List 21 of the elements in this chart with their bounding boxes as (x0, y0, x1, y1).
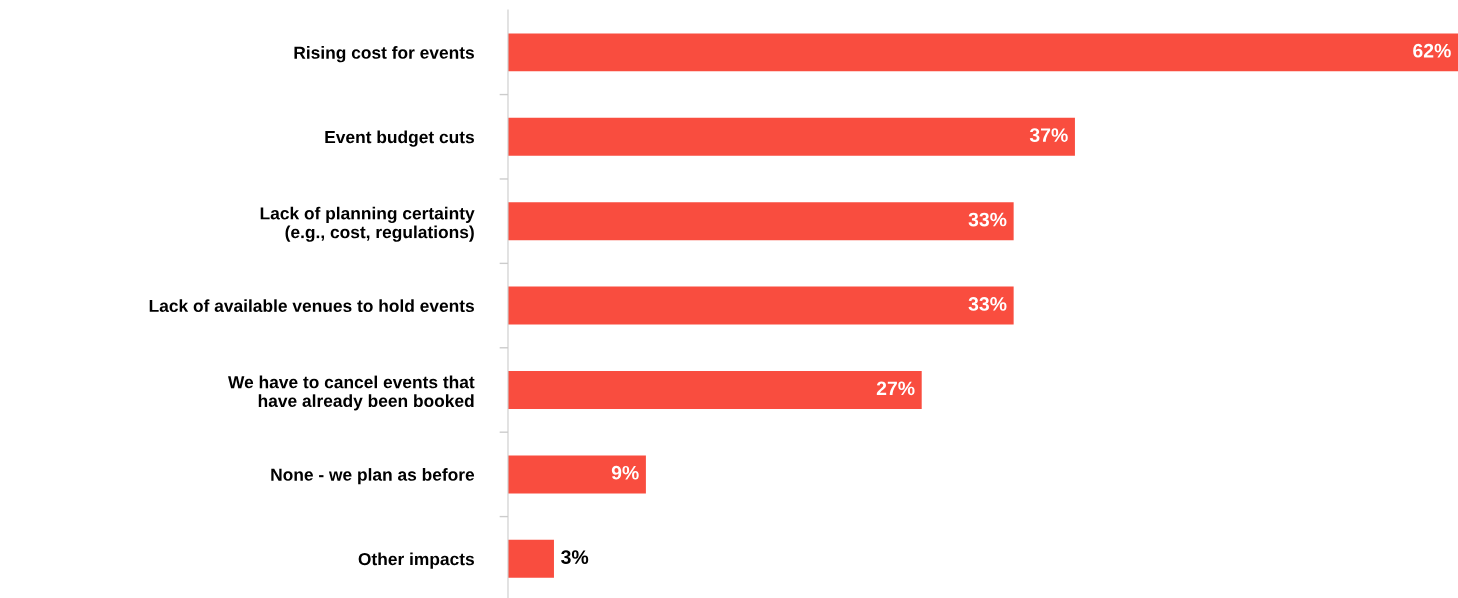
y-tick-label: None - we plan as before (271, 468, 475, 485)
y-tick-label: We have to cancel events that have already been booked (228, 375, 475, 411)
y-tick-label: Other impacts (358, 552, 474, 569)
bar (508, 455, 646, 494)
data-label: 33% (968, 297, 1007, 311)
bar (508, 539, 554, 578)
bar (508, 202, 1014, 241)
data-label: 9% (611, 465, 639, 480)
bar (508, 33, 1458, 72)
bar (508, 286, 1014, 325)
data-label: 37% (1029, 128, 1068, 143)
bar (508, 370, 922, 409)
y-tick-label: Rising cost for events (294, 46, 474, 63)
y-tick-label: Event budget cuts (325, 130, 474, 147)
data-label: 33% (968, 212, 1007, 227)
data-label: 27% (876, 381, 915, 396)
y-tick-label: Lack of planning certainty (e.g., cost, regulations) (260, 206, 475, 242)
y-tick-label: Lack of available venues to hold events (149, 299, 474, 313)
data-label: 62% (1413, 43, 1451, 58)
data-label: 3% (561, 550, 589, 565)
bar (508, 117, 1075, 156)
